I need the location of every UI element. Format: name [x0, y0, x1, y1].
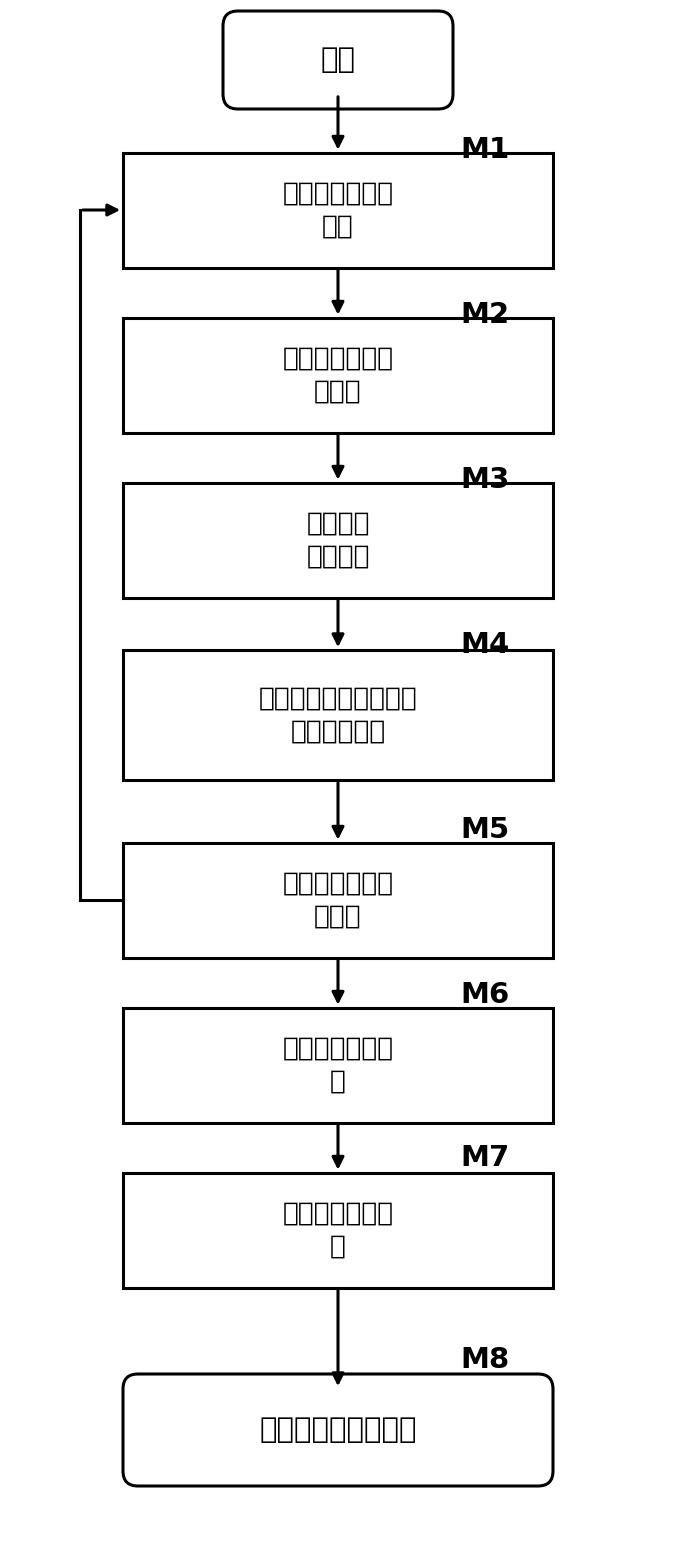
Text: 开始: 开始	[320, 47, 355, 74]
Text: 空间目标角度信
息提取: 空间目标角度信 息提取	[282, 346, 393, 405]
Text: 空间碎片精确定
位: 空间碎片精确定 位	[282, 1200, 393, 1259]
Bar	[123, 842, 553, 957]
Text: M2: M2	[460, 301, 509, 329]
Bar	[123, 152, 553, 267]
Bar	[123, 318, 553, 433]
Text: 得到多次位置信
息: 得到多次位置信 息	[282, 1036, 393, 1095]
Text: M6: M6	[460, 980, 509, 1010]
Text: M8: M8	[460, 1346, 509, 1374]
Bar	[123, 1173, 553, 1287]
Bar	[123, 482, 553, 597]
Text: 得到碎片
角度信息: 得到碎片 角度信息	[306, 510, 370, 569]
Text: M5: M5	[460, 816, 509, 844]
Text: M3: M3	[460, 465, 509, 495]
FancyBboxPatch shape	[223, 11, 453, 109]
Bar	[123, 650, 553, 780]
Text: 可见光相机连续
多帧: 可见光相机连续 多帧	[282, 180, 393, 239]
Text: M7: M7	[460, 1145, 509, 1173]
FancyBboxPatch shape	[123, 1374, 553, 1486]
Text: 定位结果存储和下传: 定位结果存储和下传	[259, 1416, 417, 1444]
Text: M1: M1	[460, 136, 509, 164]
Text: 得到空间碎片位
置信息: 得到空间碎片位 置信息	[282, 870, 393, 929]
Text: 引导微波雷达发射脉冲
指向空间碎片: 引导微波雷达发射脉冲 指向空间碎片	[259, 686, 418, 744]
Text: M4: M4	[460, 631, 509, 659]
Bar	[123, 1008, 553, 1123]
